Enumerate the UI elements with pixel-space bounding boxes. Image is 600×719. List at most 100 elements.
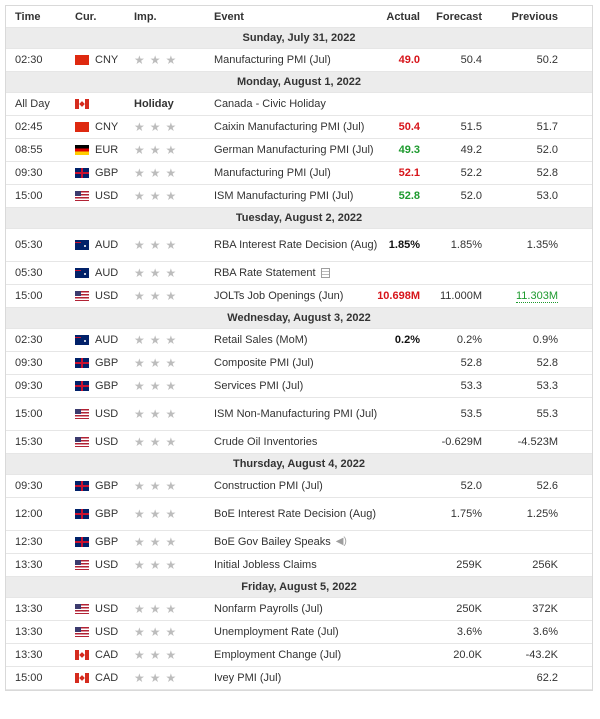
event-row[interactable]: 09:30 GBP ★★★ Composite PMI (Jul) 52.8 52.8 (6, 352, 592, 375)
event-time: 09:30 (15, 357, 43, 369)
event-row[interactable]: 15:00 USD ★★★ JOLTs Job Openings (Jun) 10.69… (6, 285, 592, 308)
column-header-actual[interactable]: Actual (386, 10, 420, 23)
event-name-cell[interactable]: ISM Non-Manufacturing PMI (Jul) (214, 398, 382, 430)
event-forecast: 52.0 (460, 190, 482, 202)
currency-code: GBP (95, 380, 119, 392)
previous-value: 51.7 (536, 121, 558, 133)
event-name[interactable]: Nonfarm Payrolls (Jul) (214, 603, 323, 615)
event-row[interactable]: 05:30 AUD ★★★ RBA Rate Statement (6, 262, 592, 285)
event-row[interactable]: 13:30 USD ★★★ Nonfarm Payrolls (Jul) 250K 372… (6, 598, 592, 621)
event-name[interactable]: ISM Non-Manufacturing PMI (Jul) (214, 408, 378, 420)
column-header-forecast[interactable]: Forecast (436, 10, 482, 23)
event-name[interactable]: Retail Sales (MoM) (214, 334, 308, 346)
event-name[interactable]: RBA Interest Rate Decision (Aug) (214, 239, 378, 251)
event-row[interactable]: 09:30 GBP ★★★ Services PMI (Jul) 53.3 53.3 (6, 375, 592, 398)
event-name[interactable]: ISM Manufacturing PMI (Jul) (214, 190, 354, 202)
event-name[interactable]: JOLTs Job Openings (Jun) (214, 290, 344, 302)
event-name[interactable]: Canada - Civic Holiday (214, 98, 326, 110)
event-name[interactable]: Ivey PMI (Jul) (214, 672, 282, 684)
event-name[interactable]: Initial Jobless Claims (214, 559, 317, 571)
currency-code: CNY (95, 121, 119, 133)
speaker-icon[interactable]: ◀) (335, 536, 347, 547)
document-icon[interactable] (320, 268, 330, 278)
event-row[interactable]: 13:30 USD ★★★ Initial Jobless Claims 259K 256… (6, 554, 592, 577)
event-forecast: 1.85% (450, 239, 482, 251)
column-header-importance[interactable]: Imp. (134, 10, 157, 23)
event-forecast: 11.000M (440, 290, 482, 302)
event-row[interactable]: 09:30 GBP ★★★ Manufacturing PMI (Jul) 52.1 52… (6, 162, 592, 185)
event-name-cell[interactable]: Canada - Civic Holiday (214, 93, 382, 115)
day-header: Thursday, August 4, 2022 (6, 454, 592, 475)
event-name-cell[interactable]: Retail Sales (MoM) (214, 329, 382, 351)
event-row[interactable]: 15:30 USD ★★★ Crude Oil Inventories -0.629M -… (6, 431, 592, 454)
event-row[interactable]: 12:00 GBP ★★★ BoE Interest Rate Decision (A… (6, 498, 592, 531)
event-name[interactable]: German Manufacturing PMI (Jul) (214, 144, 374, 156)
event-currency: CAD (75, 644, 118, 666)
event-name-cell[interactable]: Nonfarm Payrolls (Jul) (214, 598, 382, 620)
currency-code: GBP (95, 357, 119, 369)
event-name[interactable]: Caixin Manufacturing PMI (Jul) (214, 121, 365, 133)
event-time: 13:30 (15, 626, 43, 638)
event-name-cell[interactable]: German Manufacturing PMI (Jul) (214, 139, 382, 161)
event-row[interactable]: 02:45 CNY ★★★ Caixin Manufacturing PMI (Jul… (6, 116, 592, 139)
event-name-cell[interactable]: BoE Interest Rate Decision (Aug) (214, 498, 382, 530)
event-name[interactable]: BoE Interest Rate Decision (Aug) (214, 508, 377, 520)
event-name-cell[interactable]: ISM Manufacturing PMI (Jul) (214, 185, 382, 207)
event-row[interactable]: 02:30 CNY ★★★ Manufacturing PMI (Jul) 49.0 50… (6, 49, 592, 72)
event-name[interactable]: Construction PMI (Jul) (214, 480, 323, 492)
event-name-cell[interactable]: Initial Jobless Claims (214, 554, 382, 576)
event-row[interactable]: 05:30 AUD ★★★ RBA Interest Rate Decision (A… (6, 229, 592, 262)
event-name-cell[interactable]: BoE Gov Bailey Speaks ◀) (214, 531, 382, 553)
event-name-cell[interactable]: Caixin Manufacturing PMI (Jul) (214, 116, 382, 138)
event-name[interactable]: Services PMI (Jul) (214, 380, 304, 392)
importance-stars-icon: ★★★ (134, 435, 182, 449)
event-name-cell[interactable]: Manufacturing PMI (Jul) (214, 49, 382, 71)
event-name[interactable]: Unemployment Rate (Jul) (214, 626, 339, 638)
column-header-currency[interactable]: Cur. (75, 10, 97, 23)
event-name[interactable]: Employment Change (Jul) (214, 649, 342, 661)
event-forecast: 250K (456, 603, 482, 615)
column-header-event[interactable]: Event (214, 10, 244, 23)
event-name-cell[interactable]: Crude Oil Inventories (214, 431, 382, 453)
event-row[interactable]: 02:30 AUD ★★★ Retail Sales (MoM) 0.2% 0.2% 0.9… (6, 329, 592, 352)
flag-aud-icon (75, 268, 89, 278)
event-row[interactable]: All Day Holiday Canada - Civic Holiday (6, 93, 592, 116)
importance-stars-icon: ★★★ (134, 120, 182, 134)
event-name-cell[interactable]: Ivey PMI (Jul) (214, 667, 382, 689)
event-name[interactable]: Manufacturing PMI (Jul) (214, 54, 331, 66)
event-name[interactable]: Crude Oil Inventories (214, 436, 318, 448)
event-previous: 62.2 (537, 667, 558, 689)
event-name-cell[interactable]: JOLTs Job Openings (Jun) (214, 285, 382, 307)
event-row[interactable]: 13:30 CAD ★★★ Employment Change (Jul) 20.0K -… (6, 644, 592, 667)
event-row[interactable]: 13:30 USD ★★★ Unemployment Rate (Jul) 3.6% 3.… (6, 621, 592, 644)
event-name-cell[interactable]: RBA Interest Rate Decision (Aug) (214, 229, 382, 261)
event-name-cell[interactable]: RBA Rate Statement (214, 262, 382, 284)
event-name[interactable]: BoE Gov Bailey Speaks (214, 536, 331, 548)
event-time: 12:30 (15, 536, 43, 548)
event-name-cell[interactable]: Manufacturing PMI (Jul) (214, 162, 382, 184)
event-name-cell[interactable]: Employment Change (Jul) (214, 644, 382, 666)
event-name[interactable]: Manufacturing PMI (Jul) (214, 167, 331, 179)
event-time: 09:30 (15, 167, 43, 179)
event-row[interactable]: 15:00 USD ★★★ ISM Non-Manufacturing PMI (Ju… (6, 398, 592, 431)
column-header-time[interactable]: Time (15, 10, 41, 23)
event-name[interactable]: Composite PMI (Jul) (214, 357, 314, 369)
event-row[interactable]: 09:30 GBP ★★★ Construction PMI (Jul) 52.0 52.… (6, 475, 592, 498)
previous-value: 52.8 (536, 167, 558, 179)
event-name-cell[interactable]: Construction PMI (Jul) (214, 475, 382, 497)
event-row[interactable]: 15:00 CAD ★★★ Ivey PMI (Jul) 62.2 (6, 667, 592, 690)
event-currency: AUD (75, 329, 118, 351)
event-name-cell[interactable]: Composite PMI (Jul) (214, 352, 382, 374)
event-row[interactable]: 12:30 GBP ★★★ BoE Gov Bailey Speaks ◀) (6, 531, 592, 554)
day-header: Friday, August 5, 2022 (6, 577, 592, 598)
previous-value: -4.523M (517, 436, 558, 448)
event-name-cell[interactable]: Services PMI (Jul) (214, 375, 382, 397)
event-row[interactable]: 15:00 USD ★★★ ISM Manufacturing PMI (Jul) 52… (6, 185, 592, 208)
event-row[interactable]: 08:55 EUR ★★★ German Manufacturing PMI (Jul… (6, 139, 592, 162)
event-time: 05:30 (15, 267, 43, 279)
event-name[interactable]: RBA Rate Statement (214, 267, 316, 279)
column-header-previous[interactable]: Previous (511, 10, 558, 23)
event-previous: 1.35% (527, 229, 558, 261)
calendar-header: Time Cur. Imp. Event Actual Forecast Pre… (6, 6, 592, 28)
event-name-cell[interactable]: Unemployment Rate (Jul) (214, 621, 382, 643)
